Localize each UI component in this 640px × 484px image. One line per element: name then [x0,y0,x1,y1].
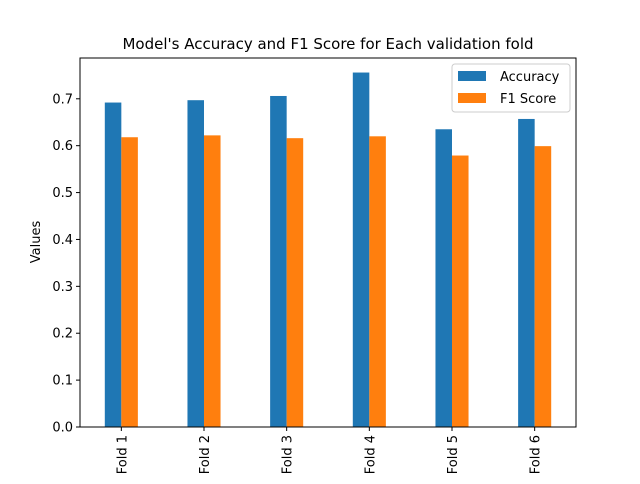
y-tick-label: 0.0 [52,421,73,436]
bar-f1-score-3 [286,138,304,427]
bar-accuracy-2 [187,100,204,428]
bar-accuracy-3 [270,95,287,428]
legend: Accuracy F1 Score [451,63,571,113]
y-tick-label: 0.2 [52,327,73,342]
chart-title: Model's Accuracy and F1 Score for Each v… [122,35,533,53]
bar-f1-score-5 [452,155,469,427]
bar-f1-score-4 [369,136,386,427]
y-tick-label: 0.6 [52,139,73,154]
bar-f1-score-2 [204,135,221,427]
bar-accuracy-4 [352,72,370,427]
y-axis-label: Values [29,221,44,264]
bar-accuracy-5 [435,129,452,427]
x-tick-label: Fold 3 [281,435,296,474]
x-tick-label: Fold 2 [198,435,213,474]
legend-swatch-accuracy [458,71,486,81]
y-tick-label: 0.1 [52,374,73,389]
x-axis: Fold 1 Fold 2 Fold 3 Fold 4 Fold 5 Fold 6 [115,427,544,474]
bar-f1-score-1 [121,137,138,427]
y-axis: 0.0 0.1 0.2 0.3 0.4 0.5 0.6 0.7 [52,92,80,436]
bar-accuracy-1 [104,102,122,427]
y-tick-label: 0.5 [52,186,73,201]
bars-layer [104,72,552,428]
legend-label: Accuracy [500,70,560,85]
x-tick-label: Fold 5 [446,435,461,474]
y-tick-label: 0.7 [52,92,73,107]
x-tick-label: Fold 6 [529,435,544,474]
y-tick-label: 0.4 [52,233,73,248]
legend-label: F1 Score [500,92,556,107]
legend-swatch-f1-score [458,93,486,103]
plot-frame [79,57,577,428]
x-tick-label: Fold 1 [115,435,130,474]
x-tick-label: Fold 4 [363,435,378,474]
y-tick-label: 0.3 [52,280,73,295]
bar-f1-score-6 [534,146,552,427]
bar-accuracy-6 [518,118,535,427]
